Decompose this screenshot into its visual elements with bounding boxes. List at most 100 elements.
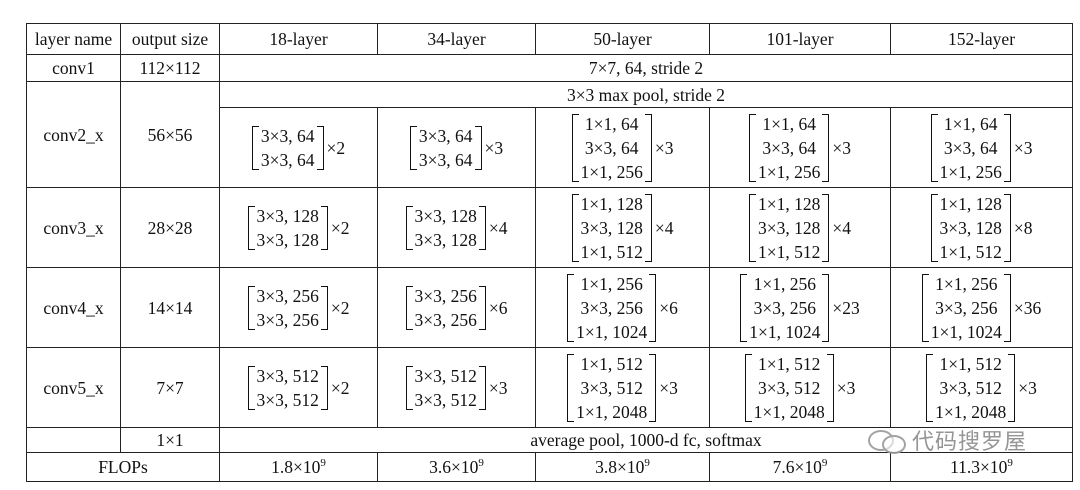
- multiplier: ×3: [832, 137, 851, 158]
- multiplier: ×2: [330, 217, 350, 238]
- block-spec-cell: 3×3, 64 3×3, 64 ×2: [219, 107, 378, 188]
- conv-line: 1×1, 64: [584, 113, 639, 134]
- layer-name-cell: conv2_x: [26, 81, 121, 188]
- block-spec: 1×1, 128 3×3, 128 1×1, 512 ×8: [930, 192, 1033, 264]
- bracket: 1×1, 256 3×3, 256 1×1, 1024: [567, 272, 657, 344]
- conv-line: 1×1, 512: [939, 353, 1002, 374]
- conv-line: 3×3, 64: [584, 137, 639, 158]
- bracket-lines: 1×1, 128 3×3, 128 1×1, 512: [940, 192, 1002, 264]
- conv-line: 3×3, 256: [580, 297, 643, 318]
- conv-line: 3×3, 128: [256, 205, 319, 226]
- block-spec-cell: 1×1, 128 3×3, 128 1×1, 512 ×4: [535, 187, 710, 268]
- block-row-conv3-x: conv3_x 28×28 3×3, 128 3×3, 128 ×2 3×3, 128 3×…: [26, 187, 1073, 268]
- block-spec-cell: 1×1, 512 3×3, 512 1×1, 2048 ×3: [709, 347, 891, 428]
- block-spec-cell: 3×3, 128 3×3, 128 ×2: [219, 187, 378, 268]
- bracket-lines: 1×1, 128 3×3, 128 1×1, 512: [758, 192, 820, 264]
- bracket-lines: 1×1, 512 3×3, 512 1×1, 2048: [935, 352, 1006, 424]
- bracket: 1×1, 128 3×3, 128 1×1, 512: [571, 192, 653, 264]
- bracket: 1×1, 128 3×3, 128 1×1, 512: [749, 192, 830, 264]
- conv-line: 3×3, 512: [939, 377, 1002, 398]
- block-spec: 3×3, 128 3×3, 128 ×4: [405, 204, 508, 252]
- conv-line: 3×3, 64: [260, 149, 315, 170]
- conv-line: 1×1, 1024: [749, 321, 821, 342]
- bracket: 1×1, 256 3×3, 256 1×1, 1024: [740, 272, 830, 344]
- avgpool-spec-cell: average pool, 1000-d fc, softmax: [219, 427, 1073, 453]
- block-spec: 3×3, 256 3×3, 256 ×6: [405, 284, 508, 332]
- conv-line: 1×1, 512: [580, 241, 643, 262]
- output-size-cell: 28×28: [120, 187, 220, 268]
- multiplier: ×3: [484, 137, 504, 158]
- conv-line: 3×3, 128: [414, 205, 477, 226]
- conv-line: 3×3, 128: [580, 217, 643, 238]
- bracket-lines: 1×1, 64 3×3, 64 1×1, 256: [581, 112, 643, 184]
- block-row-conv4-x: conv4_x 14×14 3×3, 256 3×3, 256 ×2 3×3, 256 3×…: [26, 267, 1073, 348]
- header-row: layer name output size 18-layer 34-layer…: [26, 23, 1073, 55]
- conv-line: 3×3, 256: [935, 297, 998, 318]
- multiplier: ×3: [1013, 137, 1033, 158]
- conv-line: 3×3, 64: [418, 149, 473, 170]
- conv-line: 1×1, 128: [758, 193, 821, 214]
- bracket: 1×1, 512 3×3, 512 1×1, 2048: [744, 352, 834, 424]
- flops-base: 11.3×10: [950, 457, 1008, 477]
- block-spec: 3×3, 256 3×3, 256 ×2: [247, 284, 350, 332]
- conv-line: 3×3, 64: [762, 137, 816, 158]
- flops-value-cell: 1.8×109: [219, 452, 378, 482]
- flops-exponent: 9: [478, 457, 484, 469]
- multiplier: ×6: [488, 297, 508, 318]
- block-spec-cell: 3×3, 512 3×3, 512 ×3: [377, 347, 536, 428]
- block-spec-cell: 1×1, 256 3×3, 256 1×1, 1024 ×23: [709, 267, 891, 348]
- block-spec-cell: 1×1, 128 3×3, 128 1×1, 512 ×8: [890, 187, 1073, 268]
- avgpool-row: 1×1 average pool, 1000-d fc, softmax: [26, 427, 1073, 453]
- multiplier: ×2: [330, 377, 350, 398]
- flops-base: 3.6×10: [429, 457, 479, 477]
- block-spec-cell: 3×3, 256 3×3, 256 ×6: [377, 267, 536, 348]
- conv-line: 1×1, 256: [580, 161, 643, 182]
- conv-line: 1×1, 1024: [576, 321, 648, 342]
- header-cell: layer name: [26, 23, 121, 55]
- conv-line: 1×1, 2048: [753, 401, 825, 422]
- block-spec-cell: 3×3, 256 3×3, 256 ×2: [219, 267, 378, 348]
- bracket-lines: 1×1, 256 3×3, 256 1×1, 1024: [576, 272, 647, 344]
- bracket-lines: 1×1, 256 3×3, 256 1×1, 1024: [931, 272, 1002, 344]
- block-spec-cell: 1×1, 64 3×3, 64 1×1, 256 ×3: [709, 107, 891, 188]
- conv-line: 1×1, 64: [762, 113, 816, 134]
- conv-line: 1×1, 512: [580, 353, 643, 374]
- conv-line: 3×3, 512: [414, 389, 477, 410]
- block-spec-cell: 1×1, 128 3×3, 128 1×1, 512 ×4: [709, 187, 891, 268]
- bracket: 1×1, 64 3×3, 64 1×1, 256: [930, 112, 1012, 184]
- conv-line: 1×1, 256: [580, 273, 643, 294]
- flops-base: 7.6×10: [772, 457, 822, 477]
- multiplier: ×4: [654, 217, 674, 238]
- multiplier: ×2: [330, 297, 350, 318]
- conv-line: 3×3, 128: [256, 229, 319, 250]
- block-spec-cell: 1×1, 64 3×3, 64 1×1, 256 ×3: [535, 107, 710, 188]
- bracket-lines: 3×3, 128 3×3, 128: [257, 204, 319, 252]
- bracket-lines: 1×1, 512 3×3, 512 1×1, 2048: [576, 352, 647, 424]
- block-spec: 1×1, 512 3×3, 512 1×1, 2048 ×3: [744, 352, 855, 424]
- output-size-cell: 14×14: [120, 267, 220, 348]
- conv-line: 3×3, 128: [758, 217, 821, 238]
- bracket: 1×1, 64 3×3, 64 1×1, 256: [749, 112, 830, 184]
- bracket-lines: 3×3, 64 3×3, 64: [419, 124, 473, 172]
- header-cell: 34-layer: [377, 23, 536, 55]
- bracket: 3×3, 128 3×3, 128: [247, 204, 329, 252]
- layer-name-cell: conv1: [26, 54, 121, 82]
- multiplier: ×6: [659, 297, 678, 318]
- block-spec-cell: 1×1, 64 3×3, 64 1×1, 256 ×3: [890, 107, 1073, 188]
- conv-line: 3×3, 256: [256, 285, 319, 306]
- conv-line: 3×3, 128: [939, 217, 1002, 238]
- block-spec: 1×1, 256 3×3, 256 1×1, 1024 ×36: [921, 272, 1041, 344]
- conv-line: 1×1, 2048: [576, 401, 648, 422]
- block-spec: 1×1, 64 3×3, 64 1×1, 256 ×3: [571, 112, 674, 184]
- bracket: 3×3, 128 3×3, 128: [405, 204, 487, 252]
- layer-name-cell: conv5_x: [26, 347, 121, 428]
- flops-row: FLOPs 1.8×109 3.6×109 3.8×109 7.6×109 11.3×10…: [26, 452, 1073, 482]
- bracket: 1×1, 512 3×3, 512 1×1, 2048: [926, 352, 1016, 424]
- bracket-lines: 1×1, 64 3×3, 64 1×1, 256: [758, 112, 820, 184]
- bracket: 1×1, 64 3×3, 64 1×1, 256: [571, 112, 653, 184]
- block-spec: 1×1, 128 3×3, 128 1×1, 512 ×4: [571, 192, 674, 264]
- conv-line: 3×3, 512: [414, 365, 477, 386]
- output-size-cell: 1×1: [120, 427, 220, 453]
- header-cell: output size: [120, 23, 220, 55]
- header-cell: 101-layer: [709, 23, 891, 55]
